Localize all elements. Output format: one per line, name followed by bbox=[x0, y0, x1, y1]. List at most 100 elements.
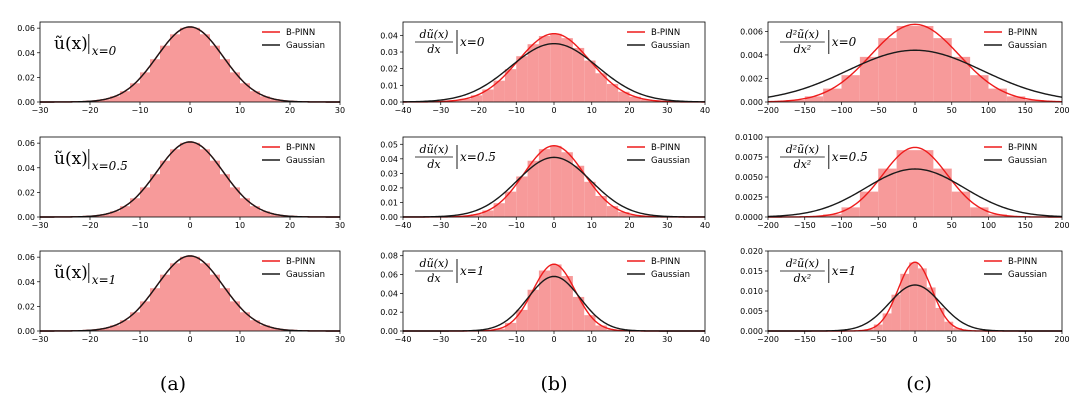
y-tick-label: 0.03 bbox=[380, 169, 398, 178]
legend-bpinn-label: B-PINN bbox=[1008, 143, 1037, 153]
hist-bar bbox=[493, 328, 505, 331]
y-tick-label: 0.0100 bbox=[735, 133, 763, 142]
histogram bbox=[436, 33, 675, 103]
x-tick-label: 100 bbox=[981, 106, 996, 115]
x-tick-label: 10 bbox=[235, 221, 245, 230]
hist-bar bbox=[606, 206, 619, 217]
x-tick-label: 20 bbox=[624, 106, 634, 115]
y-tick-label: 0.0025 bbox=[735, 193, 763, 202]
label-denominator: dx² bbox=[794, 43, 812, 56]
legend-gaussian-label: Gaussian bbox=[1008, 270, 1047, 280]
x-tick-label: −100 bbox=[831, 335, 853, 344]
hist-bar bbox=[550, 33, 562, 102]
x-tick-label: 10 bbox=[587, 335, 597, 344]
x-tick-label: −150 bbox=[794, 106, 816, 115]
hist-bar bbox=[516, 176, 528, 217]
hist-bar bbox=[629, 215, 641, 217]
panel-label: d²ũ(x) dx² x=0 bbox=[780, 28, 857, 56]
y-tick-label: 0.0075 bbox=[735, 153, 763, 162]
hist-bar bbox=[270, 214, 280, 217]
histogram bbox=[80, 256, 300, 331]
legend-gaussian-label: Gaussian bbox=[286, 270, 325, 280]
label-numerator: d²ũ(x) bbox=[786, 28, 819, 41]
panel-a-3: −30 −20 −10 0 10 20 30 0.00 0.02 0.04 0.06 B-PINN Ga… bbox=[17, 250, 345, 344]
x-tick-label: −10 bbox=[132, 106, 149, 115]
hist-bar bbox=[882, 313, 892, 331]
x-tick-label: 50 bbox=[947, 221, 957, 230]
hist-bar bbox=[584, 181, 596, 217]
hist-bar bbox=[618, 212, 630, 217]
x-tick-label: 0 bbox=[912, 221, 917, 230]
y-tick-label: 0.00 bbox=[380, 327, 398, 336]
panel-label-sub: x=1 bbox=[832, 264, 856, 278]
hist-bar bbox=[527, 160, 539, 217]
y-tick-label: 0.00 bbox=[17, 98, 35, 107]
hist-bar bbox=[572, 165, 585, 217]
hist-bar bbox=[170, 149, 180, 217]
hist-bar bbox=[493, 203, 505, 217]
x-tick-label: −200 bbox=[757, 335, 779, 344]
hist-bar bbox=[190, 27, 200, 102]
x-tick-label: −10 bbox=[508, 335, 525, 344]
legend-gaussian-label: Gaussian bbox=[651, 41, 690, 51]
hist-bar bbox=[640, 99, 653, 102]
panel-label: ũ(x) x=1 bbox=[54, 263, 116, 287]
panel-label: ũ(x) x=0 bbox=[54, 34, 117, 58]
panel-label-sub: x=0 bbox=[92, 44, 117, 58]
label-denominator: dx bbox=[427, 158, 441, 171]
y-tick-label: 0.010 bbox=[740, 287, 763, 296]
x-tick-label: −50 bbox=[870, 106, 887, 115]
hist-bar bbox=[584, 60, 596, 102]
y-tick-label: 0.06 bbox=[17, 253, 35, 262]
legend-bpinn-label: B-PINN bbox=[651, 143, 680, 153]
label-denominator: dx bbox=[427, 43, 441, 56]
legend-gaussian-label: Gaussian bbox=[286, 156, 325, 166]
x-tick-label: −30 bbox=[32, 221, 49, 230]
hist-bar bbox=[220, 288, 230, 331]
x-tick-label: −150 bbox=[794, 335, 816, 344]
x-tick-label: 30 bbox=[662, 221, 672, 230]
label-numerator: d²ũ(x) bbox=[786, 257, 819, 270]
legend-bpinn-label: B-PINN bbox=[1008, 28, 1037, 38]
y-tick-label: 0.0000 bbox=[735, 213, 763, 222]
gaussian-curve bbox=[402, 156, 706, 218]
y-tick-label: 0.004 bbox=[740, 51, 763, 60]
hist-bar bbox=[110, 96, 120, 102]
panel-label-sub: x=0.5 bbox=[460, 150, 496, 164]
x-tick-label: 0 bbox=[912, 106, 917, 115]
y-tick-label: 0.000 bbox=[740, 327, 763, 336]
label-denominator: dx² bbox=[794, 158, 812, 171]
x-tick-label: −10 bbox=[132, 221, 149, 230]
y-tick-label: 0.02 bbox=[380, 184, 398, 193]
hist-bar bbox=[988, 88, 1007, 102]
x-tick-label: 10 bbox=[235, 335, 245, 344]
hist-bar bbox=[915, 26, 934, 103]
y-tick-label: 0.015 bbox=[740, 267, 763, 276]
x-tick-label: 150 bbox=[1018, 335, 1033, 344]
legend-bpinn-label: B-PINN bbox=[1008, 257, 1037, 267]
panel-b-2: −40 −30 −20 −10 0 10 20 30 40 0.00 0.01 0.02 0.03 0.0… bbox=[380, 136, 710, 230]
hist-bar bbox=[230, 72, 240, 102]
y-tick-label: 0.000 bbox=[740, 98, 763, 107]
y-tick-label: 0.02 bbox=[17, 73, 35, 82]
hist-bar bbox=[595, 195, 607, 217]
panel-label: ũ(x) x=0.5 bbox=[54, 149, 128, 173]
x-tick-label: 150 bbox=[1018, 221, 1033, 230]
y-tick-label: 0.00 bbox=[380, 213, 398, 222]
hist-bar bbox=[859, 56, 879, 102]
legend-bpinn-label: B-PINN bbox=[651, 257, 680, 267]
y-tick-label: 0.02 bbox=[380, 65, 398, 74]
bpinn-curve bbox=[768, 146, 1062, 218]
hist-bar bbox=[150, 174, 160, 217]
y-tick-label: 0.04 bbox=[17, 49, 35, 58]
hist-bar bbox=[140, 301, 150, 331]
x-tick-label: 30 bbox=[335, 335, 345, 344]
hist-bar bbox=[504, 191, 517, 217]
hist-bar bbox=[584, 315, 596, 331]
panel-label-main: ũ(x) bbox=[54, 149, 88, 169]
label-numerator: dũ(x) bbox=[420, 28, 449, 41]
x-tick-label: −100 bbox=[831, 221, 853, 230]
hist-bar bbox=[240, 83, 250, 102]
hist-bar bbox=[250, 320, 260, 331]
gaussian-curve bbox=[40, 255, 340, 332]
